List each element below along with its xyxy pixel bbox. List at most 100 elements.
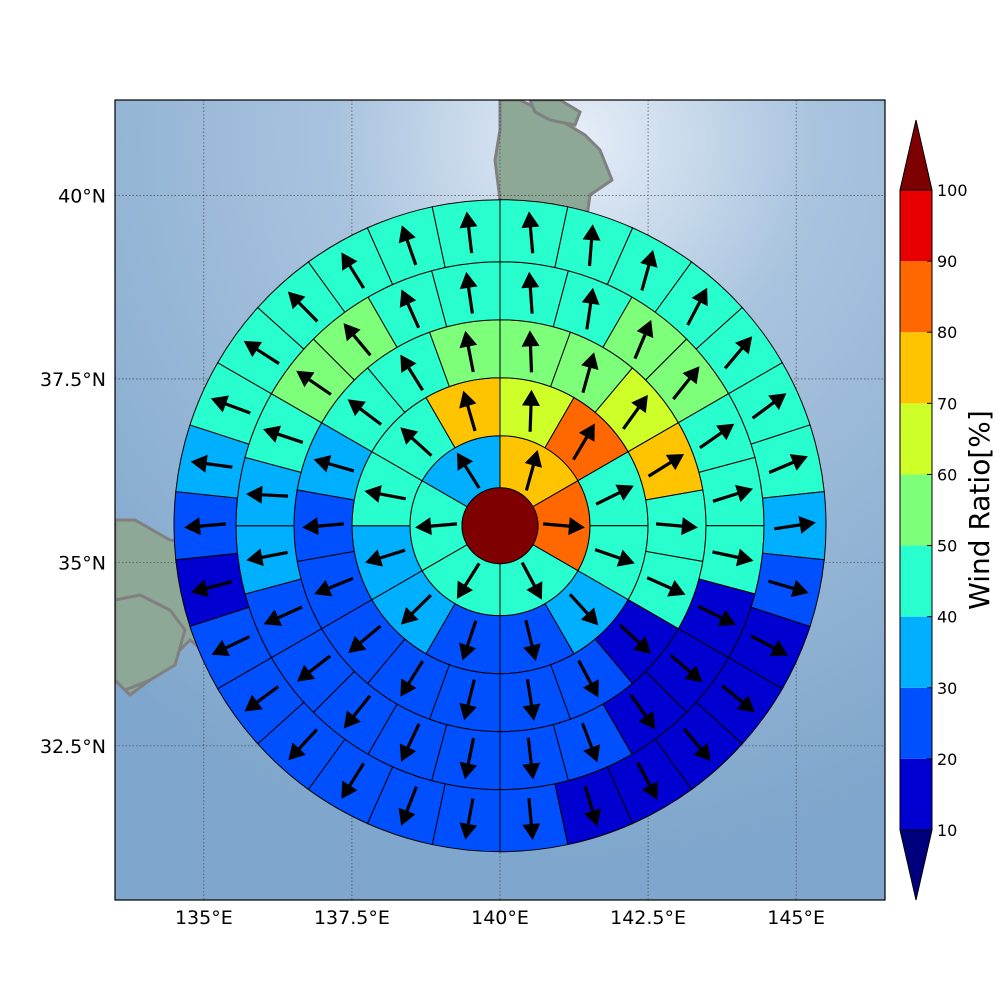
wind-arrow bbox=[640, 250, 658, 291]
colorbar-over-extension bbox=[899, 119, 933, 191]
wind-arrow bbox=[400, 354, 424, 392]
wind-arrow bbox=[415, 517, 458, 536]
wind-arrow bbox=[400, 660, 424, 697]
wind-arrow bbox=[647, 454, 685, 478]
wind-arrow bbox=[302, 517, 345, 536]
colorbar-segment bbox=[900, 403, 932, 475]
wind-arrow bbox=[581, 722, 601, 763]
wind-arrow bbox=[459, 390, 477, 432]
wind-arrow bbox=[522, 679, 541, 721]
wind-arrow bbox=[721, 684, 755, 713]
longitude-tick-label: 137.5°E bbox=[314, 907, 390, 929]
wind-arrow bbox=[712, 548, 754, 567]
wind-arrow bbox=[577, 659, 599, 698]
wind-arrow bbox=[524, 450, 542, 491]
wind-arrow bbox=[459, 737, 478, 780]
wind-arrow bbox=[523, 619, 541, 661]
wind-arrow bbox=[522, 389, 540, 432]
wind-arrow bbox=[456, 562, 481, 599]
map-panel bbox=[114, 99, 886, 901]
wind-arrow bbox=[246, 548, 288, 567]
wind-arrow bbox=[314, 576, 354, 597]
wind-arrow bbox=[246, 485, 289, 504]
wind-arrow bbox=[343, 323, 372, 357]
colorbar-tick-label: 70 bbox=[937, 394, 957, 413]
wind-arrow bbox=[521, 330, 540, 373]
wind-arrow bbox=[347, 399, 383, 426]
latitude-ticks: 40°N 37.5°N 35°N 32.5°N bbox=[40, 185, 106, 757]
colorbar-tick-label: 100 bbox=[937, 181, 968, 200]
wind-arrow bbox=[583, 785, 602, 827]
land-shikoku bbox=[115, 593, 187, 692]
wind-sectors bbox=[173, 199, 827, 853]
wind-arrow bbox=[343, 694, 372, 729]
wind-arrow bbox=[521, 211, 540, 254]
colorbar-tick-label: 90 bbox=[937, 252, 957, 271]
wind-arrow bbox=[581, 352, 599, 394]
colorbar-label: Wind Ratio[%] bbox=[963, 410, 996, 610]
wind-arrow bbox=[459, 679, 477, 721]
wind-arrow bbox=[459, 211, 478, 254]
wind-arrows bbox=[184, 211, 816, 840]
wind-arrow bbox=[263, 425, 304, 444]
wind-arrow bbox=[400, 594, 432, 625]
wind-arrow bbox=[459, 798, 478, 840]
wind-arrow bbox=[682, 727, 711, 762]
colorbar-segment bbox=[900, 545, 932, 617]
wind-arrow bbox=[244, 685, 280, 712]
longitude-tick-label: 145°E bbox=[767, 907, 825, 929]
colorbar-tick-label: 50 bbox=[937, 537, 957, 556]
wind-arrow bbox=[521, 271, 540, 314]
wind-arrow bbox=[672, 366, 700, 401]
wind-arrow bbox=[341, 252, 365, 289]
wind-arrow bbox=[211, 635, 251, 656]
wind-arrow bbox=[191, 579, 233, 597]
wind-arrow bbox=[750, 634, 789, 656]
wind-arrow bbox=[699, 423, 735, 450]
land-hokkaido-tip bbox=[528, 100, 582, 127]
colorbar-segment bbox=[900, 616, 932, 688]
wind-arrow bbox=[633, 319, 654, 360]
wind-arrow bbox=[459, 330, 478, 373]
colorbar-tick-label: 60 bbox=[937, 465, 957, 484]
wind-arrow bbox=[636, 761, 658, 800]
longitude-tick-label: 142.5°E bbox=[610, 907, 686, 929]
wind-arrow bbox=[184, 517, 227, 536]
wind-arrow bbox=[619, 624, 651, 654]
wind-arrow bbox=[243, 340, 280, 365]
wind-arrow bbox=[595, 484, 634, 506]
wind-arrow bbox=[313, 455, 355, 473]
center-sector bbox=[461, 487, 539, 565]
wind-arrow bbox=[297, 654, 332, 682]
longitude-tick-label: 135°E bbox=[175, 907, 233, 929]
wind-arrow bbox=[669, 653, 703, 683]
wind-arrow bbox=[594, 548, 635, 567]
wind-arrow bbox=[622, 394, 648, 430]
latitude-tick-label: 40°N bbox=[58, 185, 106, 207]
wind-arrow bbox=[582, 224, 601, 267]
wind-arrow bbox=[723, 336, 753, 370]
wind-arrow bbox=[296, 370, 332, 396]
wind-arrow bbox=[522, 737, 541, 780]
wind-arrow bbox=[365, 548, 406, 567]
wind-arrow bbox=[520, 561, 543, 600]
wind-arrow bbox=[686, 287, 708, 326]
colorbar: 10 20 30 40 50 60 70 80 90 100 Wind Ratio[%] bbox=[899, 119, 996, 901]
map-frame bbox=[114, 99, 886, 901]
wind-arrow bbox=[768, 579, 809, 598]
latitude-tick-label: 37.5°N bbox=[40, 369, 106, 391]
colorbar-under-extension bbox=[899, 829, 933, 901]
colorbar-tick-label: 80 bbox=[937, 323, 957, 342]
wind-arrow bbox=[364, 485, 406, 503]
wind-sector bbox=[431, 199, 501, 269]
colorbar-segment bbox=[900, 261, 932, 333]
wind-arrow bbox=[190, 454, 233, 473]
wind-arrow bbox=[456, 452, 481, 489]
longitude-ticks: 135°E 137.5°E 140°E 142.5°E 145°E bbox=[175, 907, 825, 929]
colorbar-segment bbox=[900, 190, 932, 262]
wind-arrow bbox=[768, 454, 808, 474]
wind-arrow bbox=[263, 605, 303, 626]
wind-arrow bbox=[572, 423, 595, 461]
colorbar-segment bbox=[900, 474, 932, 546]
wind-arrow bbox=[210, 395, 251, 415]
